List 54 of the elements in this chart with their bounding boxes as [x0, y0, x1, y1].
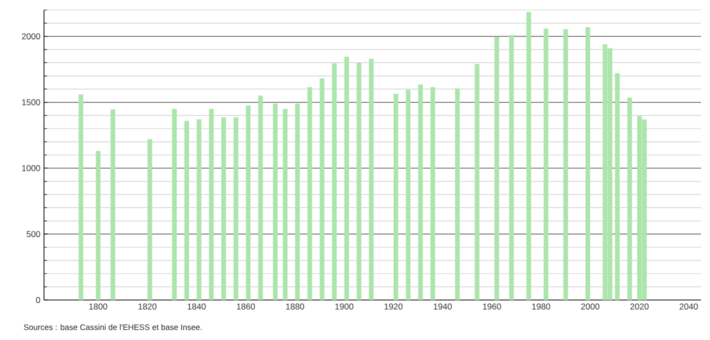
- bar: [563, 29, 568, 300]
- bar: [78, 94, 84, 300]
- x-tick-label: 2020: [630, 304, 649, 310]
- bar: [320, 78, 324, 300]
- x-tick-label: 1800: [89, 304, 108, 310]
- bar: [418, 84, 423, 300]
- x-tick-label: 1920: [384, 304, 403, 310]
- x-tick-label: 2040: [680, 304, 698, 310]
- x-tick-label: 1900: [335, 304, 354, 310]
- bar: [585, 27, 590, 300]
- bar: [110, 110, 116, 300]
- y-tick-label: 500: [26, 231, 40, 238]
- x-tick-label: 1820: [138, 304, 156, 310]
- bar: [455, 88, 460, 300]
- bar: [272, 104, 278, 300]
- bar: [544, 28, 548, 300]
- bar: [494, 37, 500, 300]
- bar: [526, 12, 532, 300]
- x-tick-label: 1980: [532, 304, 550, 310]
- bar: [196, 119, 202, 300]
- y-tick-label: 1500: [22, 99, 40, 106]
- bar: [344, 56, 350, 300]
- x-tick-label: 2000: [581, 304, 600, 310]
- bar: [627, 98, 632, 300]
- x-tick-label: 1880: [286, 304, 304, 310]
- bar: [184, 120, 190, 300]
- bar: [258, 96, 263, 300]
- bar: [474, 64, 480, 300]
- bar: [282, 108, 288, 300]
- bar: [332, 63, 337, 300]
- x-tick-label: 1840: [188, 304, 206, 310]
- bar: [509, 35, 514, 300]
- source-note: Sources : base Cassini de l'EHESS et base Insee.: [24, 324, 202, 330]
- bar: [172, 108, 177, 300]
- bar: [295, 104, 300, 300]
- bar: [394, 94, 398, 300]
- bar: [147, 139, 152, 300]
- bar: [234, 117, 238, 300]
- bar: [430, 87, 436, 300]
- bar: [221, 117, 226, 300]
- bar: [368, 58, 374, 300]
- y-tick-label: 2000: [22, 33, 40, 40]
- bar: [246, 106, 251, 300]
- bar: [208, 108, 214, 300]
- bar: [307, 87, 312, 300]
- bar: [614, 73, 620, 300]
- x-tick-label: 1940: [434, 304, 452, 310]
- y-tick-label: 1000: [22, 165, 40, 172]
- y-tick-label: 0: [36, 296, 40, 303]
- x-tick-label: 1960: [483, 304, 501, 310]
- bar: [356, 62, 362, 300]
- bar: [96, 151, 100, 300]
- bar: [406, 90, 411, 300]
- x-tick-label: 1860: [236, 304, 255, 310]
